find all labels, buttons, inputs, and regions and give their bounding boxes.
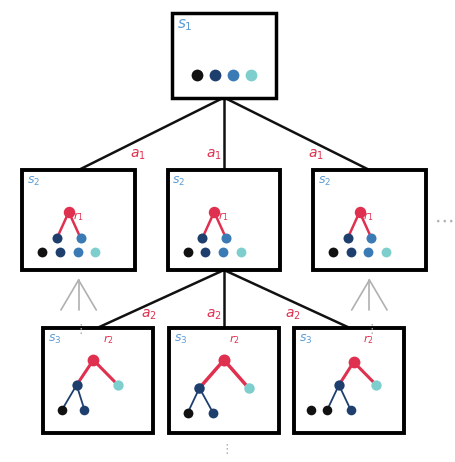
Point bbox=[344, 234, 351, 242]
Point bbox=[349, 359, 357, 366]
Point bbox=[114, 381, 121, 389]
Text: $s_2$: $s_2$ bbox=[317, 175, 330, 188]
Point bbox=[56, 248, 63, 255]
Point bbox=[198, 234, 206, 242]
Bar bbox=[169, 328, 278, 432]
Point bbox=[229, 71, 236, 79]
Text: $s_1$: $s_1$ bbox=[177, 18, 192, 33]
Point bbox=[346, 248, 354, 255]
Point bbox=[74, 248, 81, 255]
Point bbox=[334, 381, 342, 389]
Point bbox=[246, 71, 253, 79]
Text: $r_1$: $r_1$ bbox=[217, 210, 228, 223]
Point bbox=[346, 406, 354, 413]
Text: $\vdots$: $\vdots$ bbox=[74, 322, 83, 336]
Point bbox=[222, 234, 229, 242]
Point bbox=[193, 71, 201, 79]
Bar bbox=[172, 12, 275, 97]
Point bbox=[73, 381, 80, 389]
Text: $s_3$: $s_3$ bbox=[298, 333, 311, 346]
Text: $a_2$: $a_2$ bbox=[206, 308, 222, 322]
Text: $r_1$: $r_1$ bbox=[72, 210, 83, 223]
Point bbox=[244, 384, 252, 392]
Point bbox=[367, 234, 374, 242]
Text: $\vdots$: $\vdots$ bbox=[219, 443, 228, 456]
Bar bbox=[293, 328, 403, 432]
Point bbox=[77, 234, 84, 242]
Point bbox=[329, 248, 336, 255]
Text: $a_1$: $a_1$ bbox=[129, 148, 145, 162]
Point bbox=[90, 356, 97, 364]
Point bbox=[39, 248, 46, 255]
Text: $a_2$: $a_2$ bbox=[284, 308, 300, 322]
Point bbox=[372, 381, 379, 389]
Point bbox=[183, 409, 191, 417]
Text: $s_3$: $s_3$ bbox=[48, 333, 61, 346]
Point bbox=[323, 406, 330, 413]
Point bbox=[65, 208, 72, 216]
Text: $\cdots$: $\cdots$ bbox=[433, 211, 452, 230]
Point bbox=[195, 384, 202, 392]
Bar bbox=[43, 328, 153, 432]
Text: $r_2$: $r_2$ bbox=[103, 334, 114, 346]
Point bbox=[307, 406, 314, 413]
Text: $r_2$: $r_2$ bbox=[363, 334, 374, 346]
Point bbox=[382, 248, 389, 255]
Text: $r_1$: $r_1$ bbox=[363, 210, 374, 223]
Point bbox=[211, 71, 218, 79]
Bar bbox=[312, 170, 425, 270]
Text: $a_1$: $a_1$ bbox=[308, 148, 324, 162]
Point bbox=[201, 248, 208, 255]
Point bbox=[237, 248, 244, 255]
Point bbox=[210, 208, 217, 216]
Bar bbox=[167, 170, 280, 270]
Point bbox=[183, 248, 191, 255]
Point bbox=[53, 234, 61, 242]
Point bbox=[209, 409, 217, 417]
Point bbox=[364, 248, 371, 255]
Text: $a_2$: $a_2$ bbox=[141, 308, 157, 322]
Point bbox=[58, 406, 66, 413]
Text: $s_2$: $s_2$ bbox=[27, 175, 40, 188]
Text: $r_2$: $r_2$ bbox=[228, 334, 239, 346]
Text: $a_1$: $a_1$ bbox=[206, 148, 222, 162]
Point bbox=[355, 208, 363, 216]
Point bbox=[219, 248, 226, 255]
Bar bbox=[22, 170, 135, 270]
Point bbox=[91, 248, 99, 255]
Point bbox=[81, 406, 88, 413]
Text: $s_3$: $s_3$ bbox=[173, 333, 187, 346]
Point bbox=[220, 356, 227, 364]
Text: $s_2$: $s_2$ bbox=[172, 175, 185, 188]
Text: $\vdots$: $\vdots$ bbox=[364, 322, 373, 336]
